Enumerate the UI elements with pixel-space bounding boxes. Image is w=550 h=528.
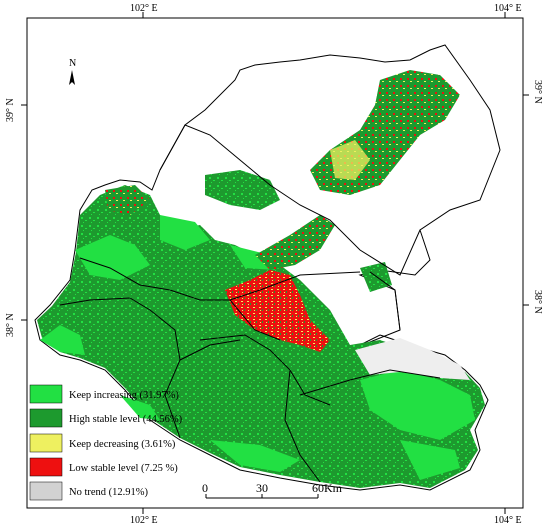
legend-label-high-stable: High stable level (44.56%) [69,414,183,425]
lat-label-left-38: 38° N [5,313,16,337]
scale-bar: 0 30 60Km [202,481,343,499]
lat-label-right-39: 39° N [532,80,543,104]
admin-boundaries [59,124,441,483]
low-stable-core [225,270,330,352]
legend-swatch-high-stable [29,408,63,428]
lat-label-left-39: 39° N [5,98,16,122]
legend-swatch-keep-decreasing [29,433,63,453]
lon-label-bottom-102: 102° E [130,515,158,526]
legend-swatch-low-stable [29,457,63,477]
north-arrow-label: N [69,58,76,69]
legend-label-keep-increasing: Keep increasing (31.97%) [69,390,179,401]
corridor-patches [105,185,392,292]
no-trend-patch [355,338,470,380]
keep-increasing-patches [40,215,475,480]
scale-label-60: 60Km [312,481,343,495]
legend-swatch-keep-increasing [29,384,63,404]
legend-label-low-stable: Low stable level (7.25 %) [69,463,178,474]
scale-label-30: 30 [256,481,268,495]
legend-label-keep-decreasing: Keep decreasing (3.61%) [69,439,176,450]
north-oasis-yellow [330,140,370,180]
north-arrow-icon: N [69,58,76,85]
lon-label-top-104: 104° E [494,3,522,14]
legend-swatch-no-trend [29,481,63,501]
scale-label-0: 0 [202,481,208,495]
lon-label-bottom-104: 104° E [494,515,522,526]
legend: Keep increasing (31.97%) High stable lev… [29,384,183,501]
legend-label-no-trend: No trend (12.91%) [69,487,149,498]
central-island [205,170,280,210]
lat-label-right-38: 38° N [532,290,543,314]
lon-label-top-102: 102° E [130,3,158,14]
graticule-ticks [21,12,529,514]
